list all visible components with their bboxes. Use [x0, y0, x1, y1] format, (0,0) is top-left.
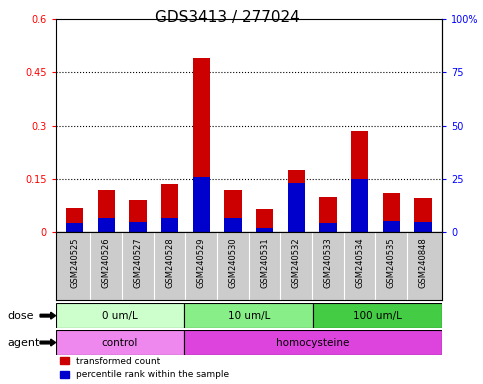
- Text: GSM240529: GSM240529: [197, 238, 206, 288]
- Bar: [98, 218, 115, 232]
- Bar: [287, 170, 305, 232]
- Bar: [351, 131, 369, 232]
- Text: GDS3413 / 277024: GDS3413 / 277024: [155, 10, 299, 25]
- Bar: [383, 192, 400, 232]
- Bar: [161, 218, 178, 232]
- Bar: [351, 179, 369, 232]
- Text: GSM240532: GSM240532: [292, 238, 301, 288]
- Bar: [313, 303, 442, 328]
- Bar: [256, 209, 273, 232]
- Text: GSM240528: GSM240528: [165, 238, 174, 288]
- Bar: [193, 58, 210, 232]
- Legend: transformed count, percentile rank within the sample: transformed count, percentile rank withi…: [60, 357, 229, 379]
- Text: homocysteine: homocysteine: [276, 338, 350, 348]
- Bar: [98, 190, 115, 232]
- Bar: [56, 330, 185, 355]
- Bar: [383, 221, 400, 232]
- Text: GSM240848: GSM240848: [418, 238, 427, 288]
- Text: 100 um/L: 100 um/L: [353, 311, 402, 321]
- Bar: [287, 183, 305, 232]
- Text: GSM240533: GSM240533: [324, 238, 332, 288]
- Bar: [129, 222, 147, 232]
- Text: control: control: [102, 338, 138, 348]
- Text: GSM240534: GSM240534: [355, 238, 364, 288]
- Bar: [319, 197, 337, 232]
- Text: GSM240531: GSM240531: [260, 238, 269, 288]
- Bar: [185, 330, 442, 355]
- Bar: [56, 303, 185, 328]
- Text: GSM240535: GSM240535: [387, 238, 396, 288]
- Bar: [193, 177, 210, 232]
- Text: GSM240525: GSM240525: [70, 238, 79, 288]
- Bar: [129, 200, 147, 232]
- Bar: [414, 222, 432, 232]
- Bar: [224, 190, 242, 232]
- Bar: [185, 303, 313, 328]
- Text: 0 um/L: 0 um/L: [102, 311, 138, 321]
- Bar: [319, 223, 337, 232]
- Text: GSM240527: GSM240527: [133, 238, 142, 288]
- Text: agent: agent: [7, 338, 40, 348]
- Bar: [256, 228, 273, 232]
- Text: 10 um/L: 10 um/L: [227, 311, 270, 321]
- Bar: [66, 223, 83, 232]
- Text: dose: dose: [7, 311, 34, 321]
- Bar: [66, 208, 83, 232]
- Bar: [161, 184, 178, 232]
- Bar: [224, 218, 242, 232]
- Text: GSM240530: GSM240530: [228, 238, 238, 288]
- Text: GSM240526: GSM240526: [102, 238, 111, 288]
- Bar: [414, 197, 432, 232]
